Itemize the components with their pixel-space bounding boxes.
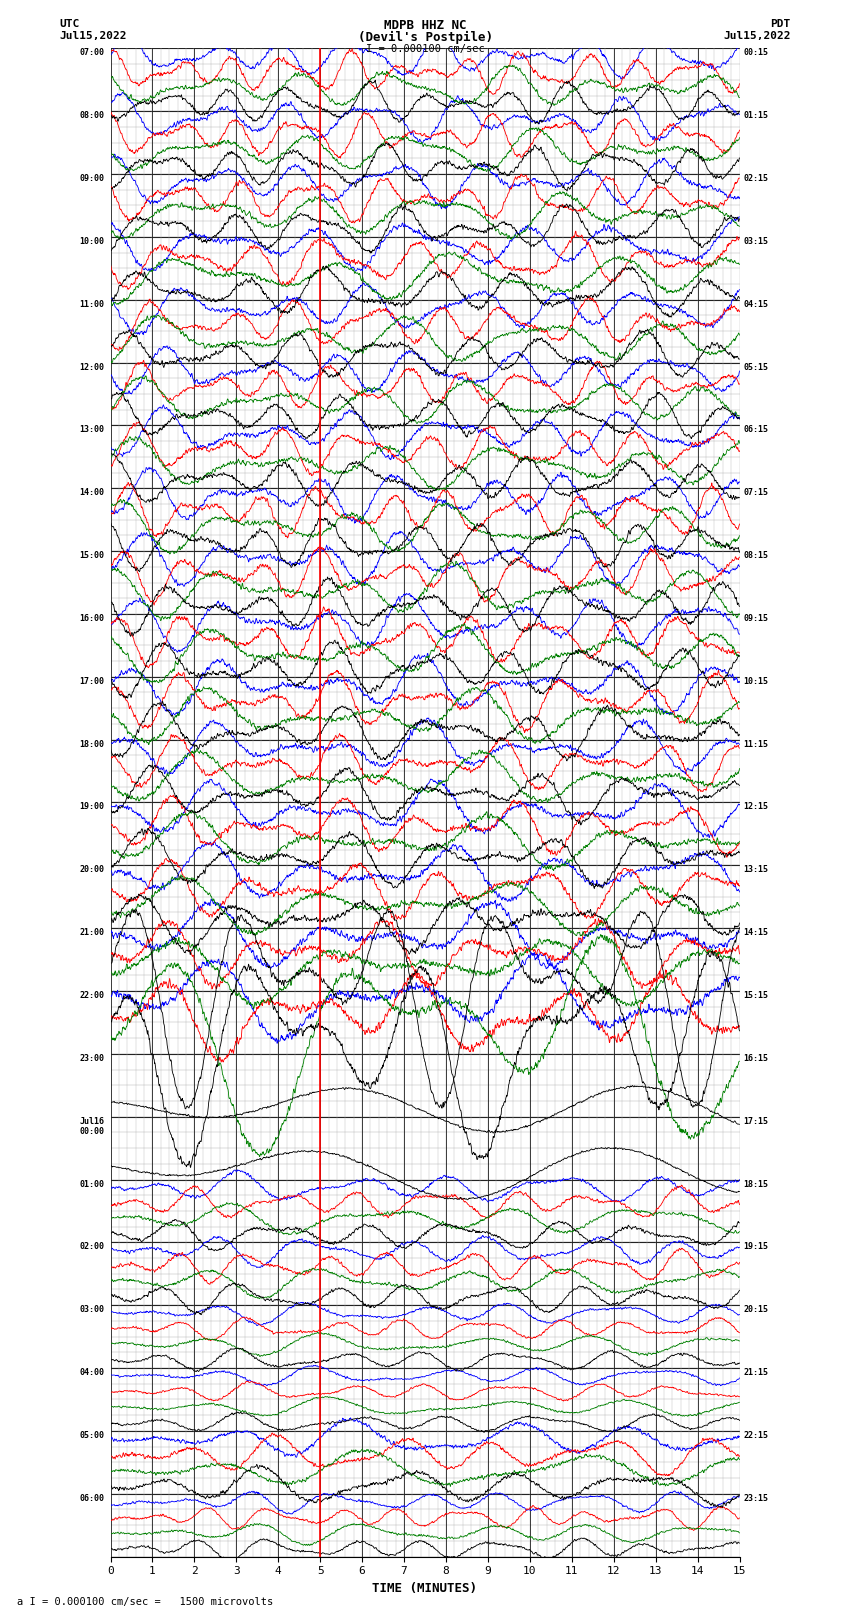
Text: 09:15: 09:15 xyxy=(744,615,768,623)
Text: 21:00: 21:00 xyxy=(79,927,105,937)
Text: 05:15: 05:15 xyxy=(744,363,768,371)
Text: 19:15: 19:15 xyxy=(744,1242,768,1252)
Text: 23:15: 23:15 xyxy=(744,1494,768,1503)
Text: 05:00: 05:00 xyxy=(79,1431,105,1440)
Text: 09:00: 09:00 xyxy=(79,174,105,182)
Text: 07:00: 07:00 xyxy=(79,48,105,58)
Text: I = 0.000100 cm/sec: I = 0.000100 cm/sec xyxy=(366,44,484,53)
Text: 04:15: 04:15 xyxy=(744,300,768,308)
Text: 08:15: 08:15 xyxy=(744,552,768,560)
Text: 22:15: 22:15 xyxy=(744,1431,768,1440)
Text: 03:00: 03:00 xyxy=(79,1305,105,1315)
Text: 11:00: 11:00 xyxy=(79,300,105,308)
Text: 20:15: 20:15 xyxy=(744,1305,768,1315)
Text: 02:00: 02:00 xyxy=(79,1242,105,1252)
Text: UTC: UTC xyxy=(60,19,80,29)
Text: 10:15: 10:15 xyxy=(744,677,768,686)
Text: Jul15,2022: Jul15,2022 xyxy=(60,31,127,40)
Text: 14:15: 14:15 xyxy=(744,927,768,937)
Text: 17:15: 17:15 xyxy=(744,1116,768,1126)
Text: 17:00: 17:00 xyxy=(79,677,105,686)
Text: 12:15: 12:15 xyxy=(744,803,768,811)
Text: 06:15: 06:15 xyxy=(744,426,768,434)
Text: Jul15,2022: Jul15,2022 xyxy=(723,31,791,40)
Text: 13:00: 13:00 xyxy=(79,426,105,434)
Text: 01:00: 01:00 xyxy=(79,1179,105,1189)
Text: 06:00: 06:00 xyxy=(79,1494,105,1503)
Text: 08:00: 08:00 xyxy=(79,111,105,121)
Text: a I = 0.000100 cm/sec =   1500 microvolts: a I = 0.000100 cm/sec = 1500 microvolts xyxy=(17,1597,273,1607)
Text: 15:15: 15:15 xyxy=(744,990,768,1000)
Text: 16:00: 16:00 xyxy=(79,615,105,623)
Text: MDPB HHZ NC: MDPB HHZ NC xyxy=(383,19,467,32)
X-axis label: TIME (MINUTES): TIME (MINUTES) xyxy=(372,1582,478,1595)
Text: 02:15: 02:15 xyxy=(744,174,768,182)
Text: 10:00: 10:00 xyxy=(79,237,105,245)
Text: 12:00: 12:00 xyxy=(79,363,105,371)
Text: 04:00: 04:00 xyxy=(79,1368,105,1378)
Text: 21:15: 21:15 xyxy=(744,1368,768,1378)
Text: 18:00: 18:00 xyxy=(79,740,105,748)
Text: 01:15: 01:15 xyxy=(744,111,768,121)
Text: 14:00: 14:00 xyxy=(79,489,105,497)
Text: 18:15: 18:15 xyxy=(744,1179,768,1189)
Text: 03:15: 03:15 xyxy=(744,237,768,245)
Text: 23:00: 23:00 xyxy=(79,1053,105,1063)
Text: 00:15: 00:15 xyxy=(744,48,768,58)
Text: (Devil's Postpile): (Devil's Postpile) xyxy=(358,31,492,44)
Text: 15:00: 15:00 xyxy=(79,552,105,560)
Text: 13:15: 13:15 xyxy=(744,865,768,874)
Text: 20:00: 20:00 xyxy=(79,865,105,874)
Text: 19:00: 19:00 xyxy=(79,803,105,811)
Text: 22:00: 22:00 xyxy=(79,990,105,1000)
Text: PDT: PDT xyxy=(770,19,790,29)
Text: 16:15: 16:15 xyxy=(744,1053,768,1063)
Text: Jul16
00:00: Jul16 00:00 xyxy=(79,1116,105,1136)
Text: 11:15: 11:15 xyxy=(744,740,768,748)
Text: 07:15: 07:15 xyxy=(744,489,768,497)
